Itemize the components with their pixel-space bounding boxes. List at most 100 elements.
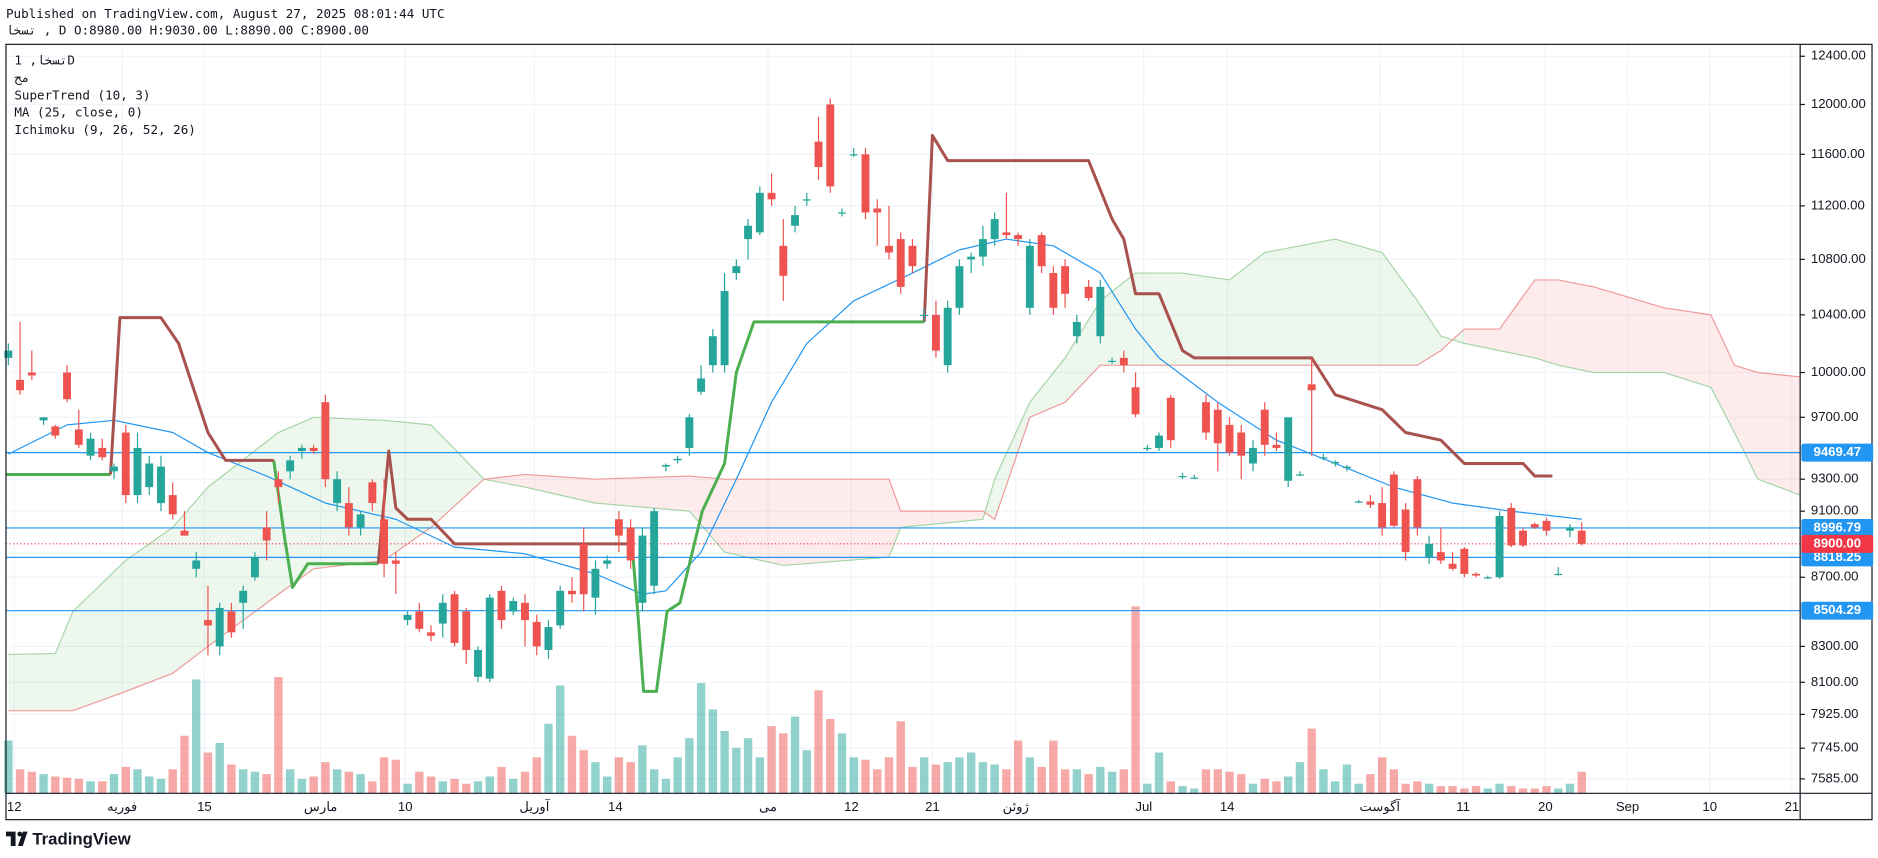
volume-bar — [556, 685, 565, 794]
published-line: Published on TradingView.com, August 27,… — [6, 6, 445, 21]
volume-bar — [1013, 740, 1023, 794]
supertrend-up — [630, 320, 925, 693]
volume-bar — [1330, 781, 1340, 794]
volume-bar — [450, 778, 459, 794]
volume-bar — [790, 716, 800, 794]
candle-body — [1108, 360, 1117, 362]
candle-body — [1378, 503, 1387, 528]
frame — [5, 43, 1873, 821]
volume-bar — [1248, 783, 1258, 794]
candle-body — [1342, 466, 1351, 469]
candle-body — [297, 447, 306, 452]
candle-body — [157, 466, 165, 504]
candle-body — [1577, 530, 1586, 544]
y-tick-label: 10000.00 — [1811, 364, 1866, 379]
volume-bar — [720, 730, 729, 794]
volume-bar — [1201, 769, 1211, 794]
volume-bar — [238, 769, 248, 794]
volume-bar — [121, 766, 130, 794]
volume-bar — [192, 679, 201, 794]
x-tick-label: آگوست — [1359, 798, 1401, 815]
candle-body — [474, 649, 482, 677]
volume-bar — [767, 726, 776, 794]
volume-bar — [332, 769, 342, 794]
volume-bar — [285, 769, 295, 794]
volume-bar — [86, 781, 95, 794]
volume-bar — [180, 735, 189, 794]
volume-bar — [1237, 774, 1246, 794]
candle-body — [509, 601, 518, 612]
volume-bar — [509, 778, 518, 794]
candle-body — [1202, 402, 1210, 433]
candle-body — [74, 429, 83, 445]
candle-body — [63, 372, 71, 400]
cloud-segment — [1029, 357, 1066, 418]
candle-body — [250, 557, 259, 578]
candle-body — [145, 463, 154, 488]
cloud-segment — [1710, 314, 1735, 433]
candle-body — [1507, 507, 1516, 546]
volume-bar — [1143, 783, 1152, 794]
candle-body — [732, 266, 741, 274]
volume-bar — [1530, 788, 1539, 794]
x-tick-label: 15 — [197, 799, 212, 814]
cloud-segment — [1100, 273, 1136, 366]
cloud-segment — [1182, 273, 1230, 366]
y-tick-label: 7585.00 — [1811, 770, 1859, 785]
candle-body — [1448, 563, 1457, 569]
candle-body — [556, 590, 565, 626]
volume-bar — [1413, 781, 1422, 794]
x-tick-label: می — [759, 799, 777, 814]
candle-body — [861, 154, 870, 213]
candle-body — [1483, 577, 1492, 579]
legend-entry: MA (25, close, 0) — [14, 105, 143, 120]
volume-bar — [1401, 783, 1410, 794]
y-tick-label: 8700.00 — [1811, 569, 1859, 584]
candle-body — [967, 256, 976, 260]
volume-bar — [1272, 781, 1281, 794]
candle-body — [1272, 444, 1281, 448]
cloud-segment — [1757, 372, 1801, 496]
volume-bar — [826, 718, 835, 794]
volume-bar — [931, 764, 941, 794]
cloud-segment — [1734, 365, 1758, 480]
volume-bar — [39, 774, 48, 794]
candle-body — [1542, 520, 1551, 531]
volume-bar — [520, 771, 530, 794]
cloud-segment — [1229, 252, 1265, 366]
volume-bar — [1307, 728, 1316, 794]
volume-bar — [438, 781, 447, 794]
volume-bar — [1448, 786, 1457, 794]
candle-body — [567, 590, 576, 595]
volume-bar — [1119, 769, 1129, 794]
y-tick-label: 11600.00 — [1811, 146, 1865, 161]
volume-bar — [321, 762, 330, 794]
candle-body — [1131, 387, 1140, 415]
y-tick-label: 9300.00 — [1811, 471, 1859, 486]
brand: TradingView — [32, 829, 131, 848]
volume-bar — [661, 778, 671, 794]
candle-body — [1566, 527, 1574, 531]
volume-bar — [649, 769, 659, 794]
volume-bar — [1507, 786, 1516, 794]
candle-body — [462, 611, 471, 650]
y-tick-label: 8100.00 — [1811, 674, 1859, 689]
candle-body — [1025, 245, 1034, 308]
logo-mark — [5, 831, 28, 847]
candle-body — [650, 511, 659, 586]
volume-bar — [685, 738, 694, 794]
x-tick-label: 14 — [1220, 799, 1235, 814]
volume-bar — [743, 738, 753, 794]
volume-bar — [1295, 762, 1305, 794]
volume-bar — [1213, 769, 1222, 794]
y-tick-label: 12400.00 — [1811, 48, 1866, 63]
candle-body — [427, 632, 435, 636]
cloud-segment — [384, 420, 432, 561]
grid — [5, 44, 1801, 794]
cloud-segment — [207, 432, 279, 647]
candle-body — [579, 543, 588, 595]
x-tick-label: 12 — [844, 799, 859, 814]
candle-body — [344, 503, 353, 528]
